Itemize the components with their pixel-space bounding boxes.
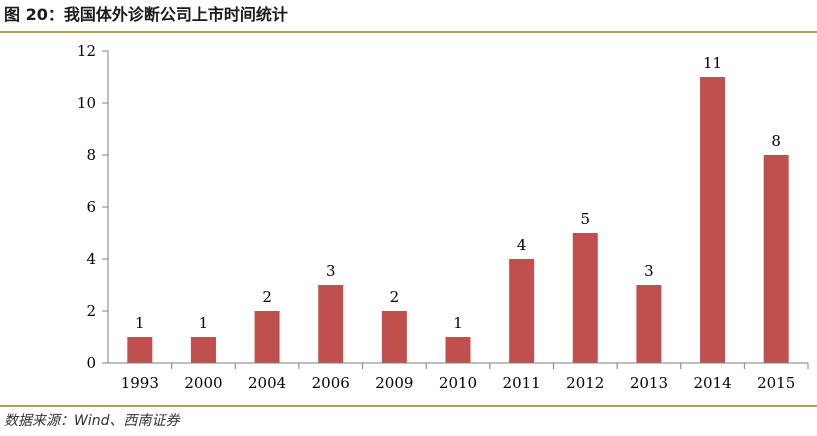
x-tick-label-2004: 2004	[248, 374, 286, 392]
y-tick-label: 0	[86, 354, 96, 372]
y-tick-label: 2	[86, 302, 96, 320]
data-label-1993: 1	[135, 314, 145, 332]
x-tick-label-1993: 1993	[121, 374, 159, 392]
y-axis-ticks: 0 2 4 6 8 10 12	[77, 42, 108, 372]
x-tick-label-2009: 2009	[375, 374, 413, 392]
bar-2011	[509, 259, 535, 363]
figure-title: 图 20：我国体外诊断公司上市时间统计	[4, 5, 288, 24]
data-label-2009: 2	[390, 288, 400, 306]
y-tick-label: 10	[77, 94, 96, 112]
source-rule	[0, 405, 817, 407]
bar-2013	[636, 285, 662, 363]
x-tick-label-2015: 2015	[757, 374, 795, 392]
y-tick-label: 12	[77, 42, 96, 60]
x-tick-label-2013: 2013	[630, 374, 668, 392]
x-tick-label-2010: 2010	[439, 374, 477, 392]
source-note: 数据来源：Wind、西南证券	[4, 413, 180, 429]
data-label-2012: 5	[580, 210, 590, 228]
bar-2014	[700, 77, 726, 363]
x-tick-label-2011: 2011	[503, 374, 541, 392]
bar-2004	[254, 311, 280, 363]
data-label-2014: 11	[703, 54, 722, 72]
x-tick-label-2006: 2006	[312, 374, 350, 392]
bar-2000	[190, 337, 216, 363]
data-label-2015: 8	[771, 132, 781, 150]
x-axis-ticks: 1993 2000 2004 2006 2009 2010 2011 2012 2013 2014…	[121, 363, 809, 392]
y-tick-label: 6	[86, 198, 96, 216]
x-tick-label-2014: 2014	[693, 374, 731, 392]
data-label-2000: 1	[199, 314, 209, 332]
bar-1993	[127, 337, 153, 363]
bar-2012	[572, 233, 598, 363]
bars	[127, 77, 789, 363]
bar-2009	[381, 311, 407, 363]
bar-2015	[763, 155, 789, 363]
data-label-2013: 3	[644, 262, 654, 280]
x-tick-label-2012: 2012	[566, 374, 604, 392]
x-tick-label-2000: 2000	[184, 374, 222, 392]
data-label-2011: 4	[517, 236, 527, 254]
title-rule	[0, 31, 817, 33]
bar-2006	[318, 285, 344, 363]
data-label-2004: 2	[262, 288, 272, 306]
data-label-2010: 1	[453, 314, 463, 332]
bar-2010	[445, 337, 471, 363]
y-tick-label: 8	[86, 146, 96, 164]
y-tick-label: 4	[86, 250, 96, 268]
data-label-2006: 3	[326, 262, 336, 280]
